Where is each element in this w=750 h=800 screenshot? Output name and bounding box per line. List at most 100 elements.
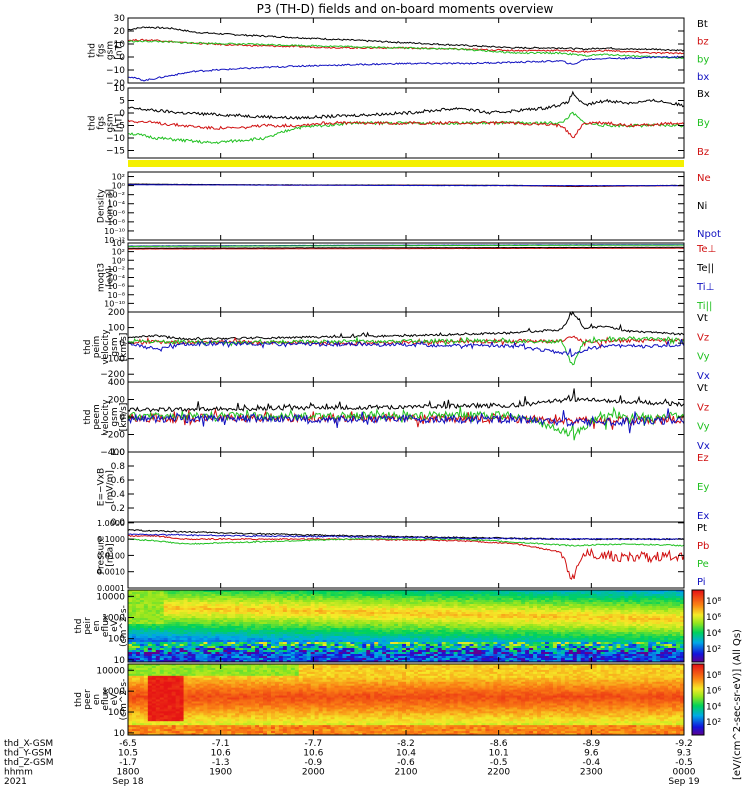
spectrogram-cell bbox=[171, 606, 177, 609]
spectrogram-cell bbox=[608, 620, 614, 623]
spectrogram-cell bbox=[326, 644, 332, 647]
spectrogram-cell bbox=[449, 600, 455, 603]
spectrogram-cell bbox=[259, 618, 264, 621]
spectrogram-cell bbox=[409, 612, 415, 615]
spectrogram-cell bbox=[286, 650, 292, 653]
spectrogram-cell bbox=[350, 654, 355, 657]
spectrogram-cell bbox=[195, 622, 200, 625]
spectrogram-cell bbox=[453, 632, 459, 635]
spectrogram-cell bbox=[147, 614, 153, 617]
spectrogram-cell bbox=[263, 630, 268, 633]
spectrogram-cell bbox=[624, 590, 629, 593]
spectrogram-cell bbox=[207, 606, 212, 609]
spectrogram-cell bbox=[473, 610, 478, 613]
spectrogram-cell bbox=[394, 612, 399, 615]
spectrogram-cell bbox=[386, 640, 391, 643]
spectrogram-cell bbox=[187, 628, 193, 631]
spectrogram-cell bbox=[584, 610, 590, 613]
spectrogram-cell bbox=[545, 632, 550, 635]
spectrogram-cell bbox=[453, 608, 459, 611]
spectrogram-cell bbox=[278, 640, 284, 643]
spectrogram-cell bbox=[588, 648, 594, 651]
spectrogram-cell bbox=[362, 596, 367, 599]
spectrogram-cell bbox=[513, 612, 518, 615]
spectrogram-cell bbox=[406, 652, 411, 655]
spectrogram-cell bbox=[489, 600, 494, 603]
spectrogram-cell bbox=[362, 592, 367, 595]
spectrogram-cell bbox=[509, 626, 514, 629]
spectrogram-cell bbox=[274, 648, 280, 651]
spectrogram-cell bbox=[596, 596, 602, 599]
spectrogram-cell bbox=[390, 616, 395, 619]
spectrogram-cell bbox=[541, 630, 546, 633]
spectrogram-cell bbox=[473, 634, 478, 637]
spectrogram-cell bbox=[171, 652, 177, 655]
spectrogram-cell bbox=[429, 590, 435, 593]
spectrogram-cell bbox=[461, 630, 467, 633]
spectrogram-cell bbox=[560, 622, 566, 625]
spectrogram-cell bbox=[568, 658, 574, 661]
spectrogram-cell bbox=[493, 634, 498, 637]
spectrogram-cell bbox=[417, 594, 423, 597]
spectrogram-cell bbox=[370, 638, 375, 641]
spectrogram-cell bbox=[223, 598, 228, 601]
spectrogram-cell bbox=[346, 600, 351, 603]
spectrogram-cell bbox=[556, 644, 562, 647]
spectrogram-cell bbox=[378, 628, 383, 631]
spectrogram-cell bbox=[584, 606, 590, 609]
spectrogram-cell bbox=[326, 654, 332, 657]
spectrogram-cell bbox=[417, 624, 423, 627]
spectrogram-cell bbox=[501, 628, 506, 631]
legend-Vz: Vz bbox=[697, 332, 709, 343]
spectrogram-cell bbox=[406, 592, 411, 595]
spectrogram-cell bbox=[139, 616, 145, 619]
spectrogram-cell bbox=[564, 616, 570, 619]
spectrogram-cell bbox=[624, 648, 629, 651]
spectrogram-cell bbox=[131, 620, 137, 623]
spectrogram-cell bbox=[171, 610, 177, 613]
spectrogram-cell bbox=[580, 628, 586, 631]
spectrogram-cell bbox=[131, 648, 137, 651]
spectrogram-cell bbox=[608, 652, 614, 655]
spectrogram-cell bbox=[135, 632, 141, 635]
spectrogram-cell bbox=[386, 612, 391, 615]
spectrogram-cell bbox=[326, 642, 332, 645]
spectrogram-cell bbox=[263, 632, 268, 635]
spectrogram-cell bbox=[239, 616, 244, 619]
spectrogram-cell bbox=[537, 608, 542, 611]
spectrogram-cell bbox=[251, 654, 256, 657]
spectrogram-cell bbox=[346, 620, 351, 623]
spectrogram-cell bbox=[227, 606, 232, 609]
spectrogram-cell bbox=[568, 610, 574, 613]
spectrogram-cell bbox=[310, 630, 316, 633]
spectrogram-cell bbox=[187, 600, 193, 603]
spectrogram-cell bbox=[517, 612, 522, 615]
spectrogram-cell bbox=[537, 654, 542, 657]
spectrogram-cell bbox=[155, 596, 161, 599]
spectrogram-cell bbox=[255, 646, 260, 649]
spectrogram-cell bbox=[425, 624, 431, 627]
spectrogram-cell bbox=[481, 634, 486, 637]
spectrogram-cell bbox=[223, 648, 228, 651]
spectrogram-cell bbox=[159, 654, 165, 657]
spectrogram-cell bbox=[556, 632, 562, 635]
spectrogram-cell bbox=[584, 592, 590, 595]
spectrogram-cell bbox=[568, 594, 574, 597]
y-tick-label: 20 bbox=[114, 27, 126, 37]
spectrogram-cell bbox=[143, 660, 149, 663]
spectrogram-cell bbox=[128, 638, 133, 641]
series-line-Vy bbox=[127, 406, 685, 441]
spectrogram-cell bbox=[207, 592, 212, 595]
spectrogram-cell bbox=[545, 652, 550, 655]
spectrogram-cell bbox=[183, 614, 189, 617]
spectrogram-cell bbox=[167, 656, 173, 659]
spectrogram-cell bbox=[576, 654, 582, 657]
spectrogram-cell bbox=[354, 640, 359, 643]
spectrogram-cell bbox=[354, 646, 359, 649]
spectrogram-cell bbox=[568, 622, 574, 625]
spectrogram-cell bbox=[251, 640, 256, 643]
spectrogram-cell bbox=[513, 596, 518, 599]
spectrogram-cell bbox=[568, 644, 574, 647]
spectrogram-cell bbox=[402, 660, 407, 663]
spectrogram-cell bbox=[620, 612, 625, 615]
